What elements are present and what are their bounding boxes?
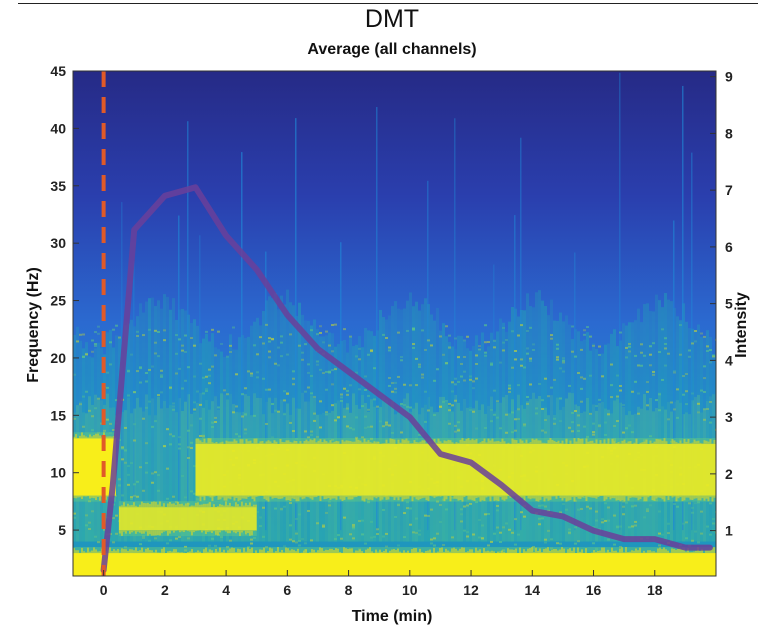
y-tick-label: 40 [50, 120, 66, 136]
right-y-tick-label: 4 [725, 352, 733, 368]
x-tick-label: 10 [402, 582, 418, 598]
right-y-tick-label: 3 [725, 409, 733, 425]
x-tick-label: 4 [222, 582, 230, 598]
x-tick-label: 0 [100, 582, 108, 598]
y-tick-label: 25 [50, 293, 66, 309]
plot-area [73, 71, 716, 576]
x-tick-label: 14 [524, 582, 540, 598]
y-tick-label: 10 [50, 465, 66, 481]
band-low-freq [73, 553, 716, 576]
right-y-tick-label: 5 [725, 296, 733, 312]
y-tick-label: 15 [50, 407, 66, 423]
band-theta [118, 507, 257, 531]
chart-subtitle: Average (all channels) [307, 41, 476, 58]
x-tick-label: 16 [586, 582, 602, 598]
y-tick-label: 5 [58, 522, 66, 538]
y-axis-label: Frequency (Hz) [25, 267, 42, 383]
chart-title: DMT [365, 5, 419, 33]
x-tick-label: 18 [647, 582, 663, 598]
right-y-tick-label: 9 [725, 69, 733, 85]
band-alpha [73, 438, 116, 496]
right-y-tick-label: 1 [725, 523, 733, 539]
top-rule [18, 3, 758, 4]
spectrogram-image [73, 71, 716, 576]
y-tick-label: 35 [50, 178, 66, 194]
y-tick-label: 20 [50, 350, 66, 366]
band-alpha-return [195, 444, 716, 496]
right-y-axis-label: Intensity [733, 292, 750, 358]
plot-frame [72, 70, 717, 577]
x-tick-label: 12 [463, 582, 479, 598]
y-tick-label: 30 [50, 235, 66, 251]
right-y-tick-label: 8 [725, 125, 733, 141]
intensity-line [100, 184, 713, 574]
right-y-tick-label: 6 [725, 239, 733, 255]
x-tick-label: 2 [161, 582, 169, 598]
right-y-tick-label: 7 [725, 182, 733, 198]
y-tick-label: 45 [50, 63, 66, 79]
axes: 0 2 4 6 8 10 12 14 16 185101520253035404512345678… [50, 63, 733, 598]
spectrogram-bands [73, 432, 716, 576]
right-y-tick-label: 2 [725, 466, 733, 482]
x-tick-label: 8 [345, 582, 353, 598]
x-axis-label: Time (min) [352, 608, 433, 625]
x-tick-label: 6 [283, 582, 291, 598]
